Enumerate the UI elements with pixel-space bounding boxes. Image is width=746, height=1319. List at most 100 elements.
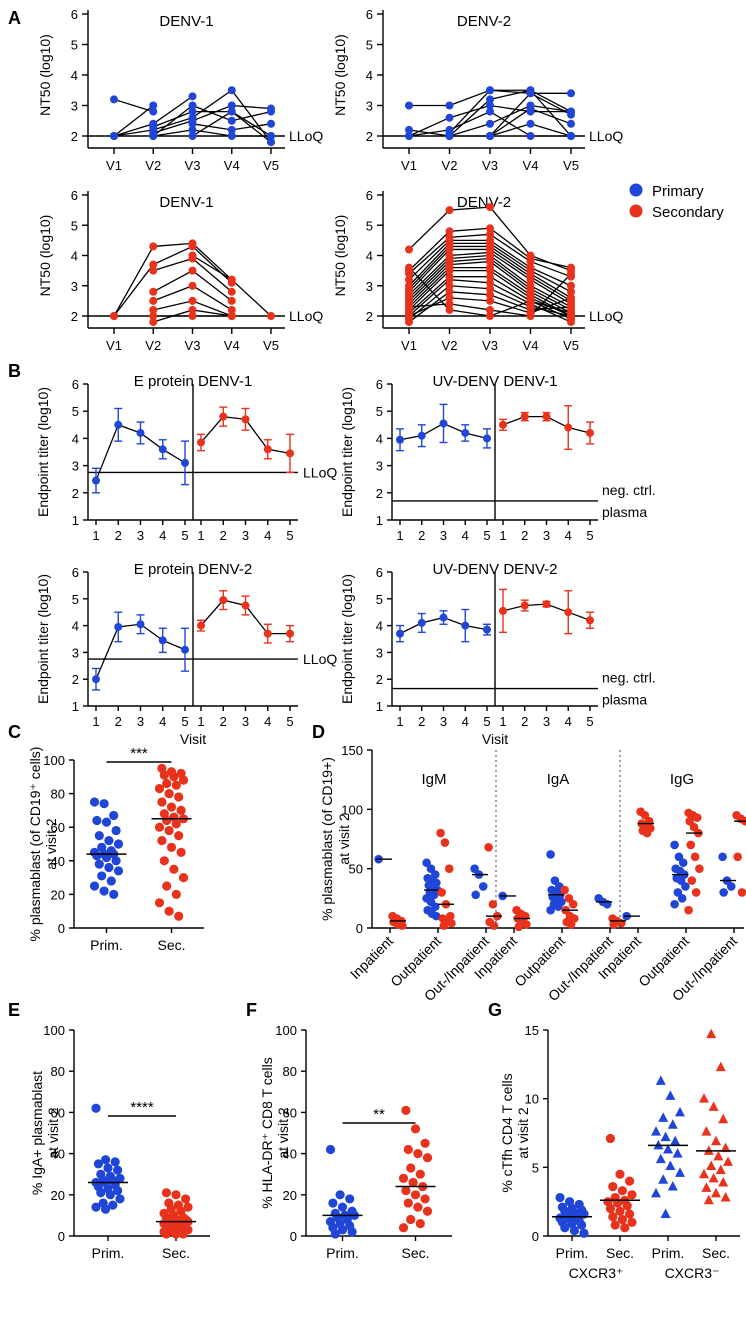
dot3-data-point [627,1217,637,1227]
b0-x-tick-label: 5 [181,528,188,543]
a0-data-point [267,132,275,140]
a1-data-point [405,125,413,134]
b0-data-point [241,415,250,424]
dot3-x-tick-label: Sec. [606,1245,634,1261]
b1-x-tick-label: 1 [396,528,403,543]
b2-y-tick-label: 6 [72,565,79,580]
dot2-data-point [401,1186,411,1196]
d-data-point [691,888,701,897]
b2-data-point [197,621,205,630]
b0-y-tick-label: 3 [72,459,79,474]
d-data-point [568,899,578,909]
a0-data-point [267,138,275,147]
a3-data-point [486,257,494,266]
dot3-group-label: CXCR3⁺ [569,1265,624,1281]
b3-y-axis-label: Endpoint titer (log10) [339,574,355,704]
a0-x-tick-label: V4 [224,158,240,173]
a3-data-point [405,312,413,320]
d-data-point [673,888,683,897]
d-data-point [670,899,679,909]
panel-letter-A: A [8,8,21,28]
dot3-y-axis-label: at visit 2 [515,1107,531,1159]
dot0-data-point [94,859,104,869]
dot0-data-point [106,876,116,886]
a2-data-point [188,281,197,290]
a1-data-point [445,113,454,122]
legend-secondary-label: Secondary [652,204,724,221]
dot1-data-point [96,1188,106,1198]
a1-y-tick-label: 6 [366,7,373,22]
a3-data-point [445,206,454,215]
d-data-point [522,920,531,929]
a3-data-point [405,302,413,311]
dot0-data-point [113,839,124,849]
dot3-data-point [605,1133,616,1144]
b1-reference-label: plasma [602,504,647,520]
dot2-data-point [422,1206,433,1216]
d-data-point [447,918,456,928]
dot1-data-point [115,1173,125,1183]
b1-x-tick-label: 4 [462,528,469,543]
b3-y-tick-label: 2 [376,672,383,687]
dot3-data-point [701,1182,712,1192]
dot0-y-tick-label: 60 [51,820,65,835]
dot2-y-axis-label: % HLA-DR⁺ CD8 T cells [259,1057,275,1209]
a3-data-point [486,272,494,281]
dot0-data-point [154,898,165,908]
a2-x-tick-label: V5 [263,338,279,353]
dot2-significance-stars: ** [373,1106,385,1123]
d-data-point [737,888,746,897]
dot3-data-point [658,1174,669,1184]
b1-y-tick-label: 1 [376,513,383,528]
dot3-data-point [675,1106,685,1117]
d-data-point [553,902,563,911]
legend-primary-label: Primary [652,183,704,200]
b2-data-point [181,645,189,654]
b3-y-tick-label: 3 [376,645,383,660]
dot3-data-point [703,1194,714,1205]
a3-data-point [486,266,494,275]
dot0-data-point [162,881,172,891]
dot3-data-point [625,1209,635,1219]
dot3-data-point [718,1113,729,1124]
b1-data-point [499,420,507,429]
dot0-x-tick-label: Sec. [157,937,185,953]
dot0-data-point [176,847,186,858]
dot0-data-point [171,819,181,829]
dot0-data-point [92,815,102,826]
dot0-data-point [171,780,181,790]
a3-x-tick-label: V3 [482,338,498,353]
dot0-data-point [162,778,172,789]
b1-y-tick-label: 2 [376,486,383,501]
b3-y-tick-label: 5 [376,592,383,607]
b2-data-point [263,629,272,638]
dot1-y-tick-label: 60 [51,1105,65,1120]
b3-data-point [461,621,470,630]
b0-data-point [181,458,189,467]
a1-data-point [567,132,575,140]
b0-data-point [136,428,145,437]
dot0-data-point [101,852,112,863]
dot3-data-point [569,1225,580,1236]
a1-x-tick-label: V2 [442,158,458,173]
b1-data-point [396,435,404,444]
dot2-data-point [401,1105,411,1115]
d-data-point [670,840,679,850]
a3-data-point [567,293,575,302]
a2-data-point [188,251,197,260]
a0-y-axis-label: NT50 (log10) [37,34,53,116]
a1-y-tick-label: 3 [366,99,373,114]
dot1-x-tick-label: Prim. [92,1245,125,1261]
d-data-point [470,864,479,873]
b0-x-tick-label: 5 [286,528,293,543]
dot1-data-point [115,1194,125,1204]
dot0-data-point [174,831,184,841]
b0-y-axis-label: Endpoint titer (log10) [35,387,51,517]
b3-reference-label: neg. ctrl. [602,670,656,686]
dot3-data-point [715,1164,726,1175]
b3-y-tick-label: 1 [376,699,383,714]
dot3-y-tick-label: 5 [532,1160,539,1175]
d-data-point [695,864,704,873]
a1-x-tick-label: V4 [523,158,539,173]
dot3-data-point [620,1223,630,1233]
